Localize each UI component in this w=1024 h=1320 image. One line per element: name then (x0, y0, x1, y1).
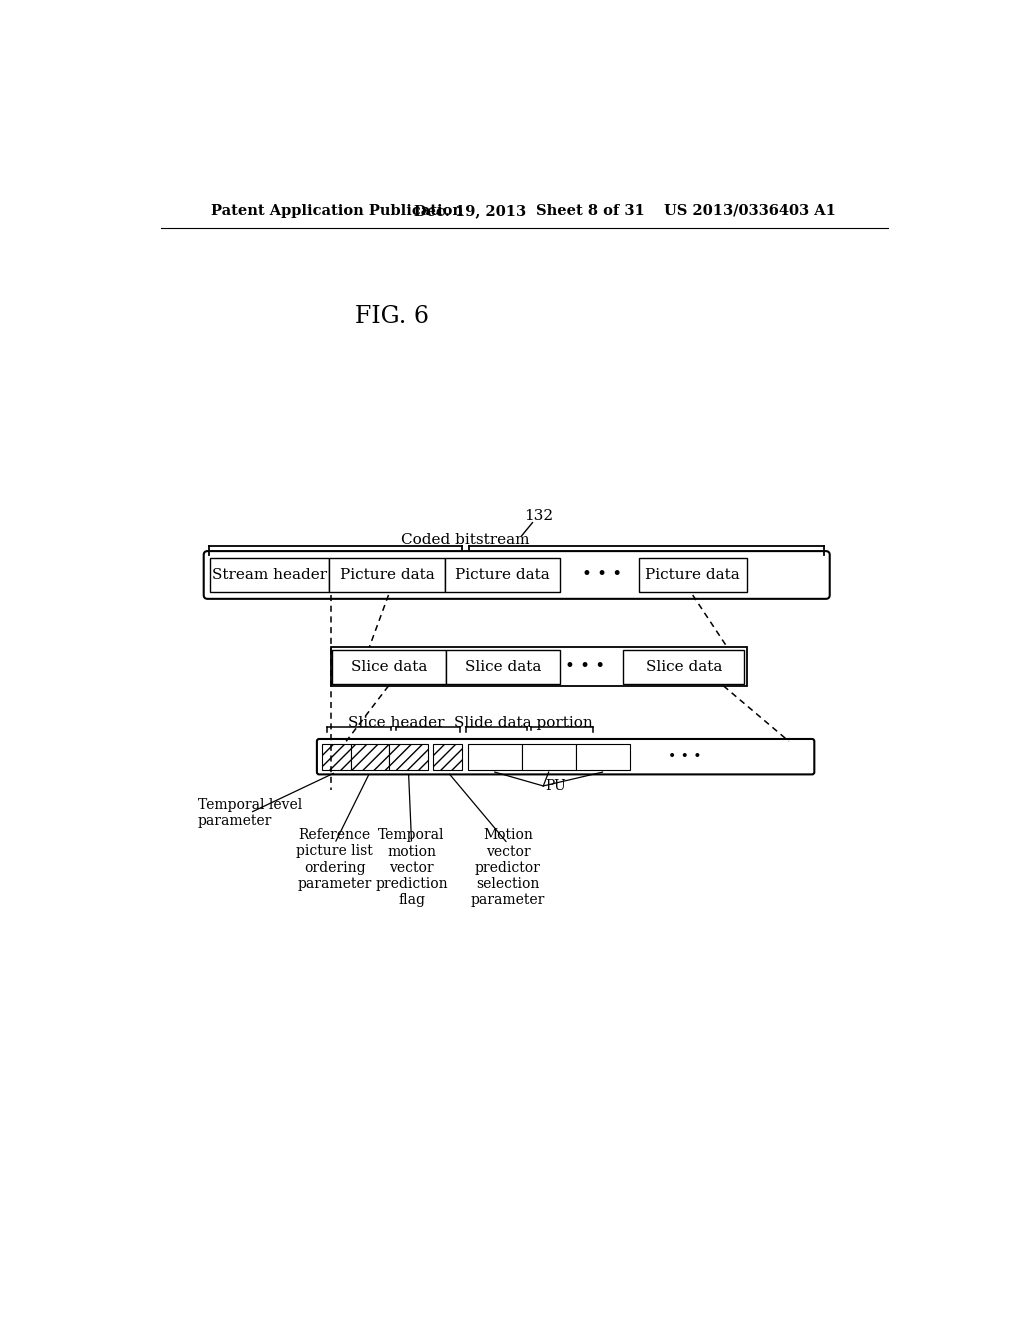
Bar (446, 649, 560, 684)
Text: Picture data: Picture data (340, 568, 434, 582)
Text: Slide data portion: Slide data portion (454, 715, 593, 730)
Bar (468, 743, 521, 770)
Bar (639, 558, 746, 591)
Text: 132: 132 (524, 510, 553, 524)
Text: • • •: • • • (669, 750, 701, 764)
Text: Stream header: Stream header (212, 568, 327, 582)
Text: FIG. 6: FIG. 6 (355, 305, 429, 327)
FancyBboxPatch shape (316, 739, 814, 775)
Text: Picture data: Picture data (455, 568, 550, 582)
Text: PU: PU (545, 779, 565, 793)
Bar (331, 647, 746, 686)
Bar (433, 743, 463, 770)
Bar (351, 743, 389, 770)
Bar (389, 743, 428, 770)
Bar (210, 558, 330, 591)
Text: Slice data: Slice data (465, 660, 542, 673)
FancyBboxPatch shape (204, 552, 829, 599)
Text: Slice header: Slice header (348, 715, 444, 730)
Bar (575, 743, 630, 770)
Bar (624, 649, 744, 684)
Text: Coded bitstream: Coded bitstream (401, 532, 529, 546)
Text: Picture data: Picture data (645, 568, 740, 582)
Text: Slice data: Slice data (645, 660, 722, 673)
Text: Temporal
motion
vector
prediction
flag: Temporal motion vector prediction flag (376, 829, 447, 907)
Bar (322, 743, 351, 770)
Bar (444, 558, 560, 591)
Text: Sheet 8 of 31: Sheet 8 of 31 (537, 203, 645, 218)
Text: Patent Application Publication: Patent Application Publication (211, 203, 464, 218)
Bar (333, 649, 446, 684)
Bar (330, 558, 444, 591)
Text: Dec. 19, 2013: Dec. 19, 2013 (414, 203, 526, 218)
Text: • • •: • • • (565, 659, 605, 675)
Bar (521, 743, 575, 770)
Text: Temporal level
parameter: Temporal level parameter (198, 797, 302, 828)
Text: Motion
vector
predictor
selection
parameter: Motion vector predictor selection parame… (471, 829, 545, 907)
Text: US 2013/0336403 A1: US 2013/0336403 A1 (665, 203, 836, 218)
Text: Reference
picture list
ordering
parameter: Reference picture list ordering paramete… (296, 829, 373, 891)
Text: Slice data: Slice data (351, 660, 427, 673)
Text: • • •: • • • (582, 566, 622, 583)
